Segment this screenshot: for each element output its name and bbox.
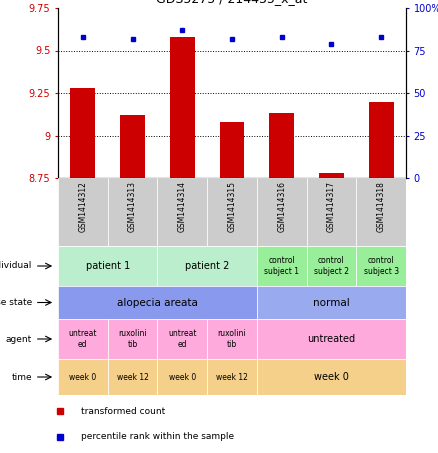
Text: GSM1414312: GSM1414312 [78, 181, 87, 232]
Text: ruxolini
tib: ruxolini tib [118, 329, 147, 349]
Text: untreat
ed: untreat ed [69, 329, 97, 349]
Bar [257, 286, 406, 319]
Text: untreated: untreated [307, 334, 356, 344]
Bar [207, 178, 257, 246]
Bar [108, 359, 157, 395]
Bar [356, 246, 406, 286]
Text: alopecia areata: alopecia areata [117, 298, 198, 308]
Bar [157, 359, 207, 395]
Bar [257, 319, 406, 359]
Bar [319, 173, 344, 178]
Bar [257, 246, 307, 286]
Text: ruxolini
tib: ruxolini tib [218, 329, 246, 349]
Text: untreat
ed: untreat ed [168, 329, 197, 349]
Bar [58, 178, 108, 246]
Bar [58, 246, 157, 286]
Text: week 12: week 12 [216, 372, 248, 381]
Text: control
subject 1: control subject 1 [264, 256, 299, 276]
Title: GDS5275 / 214435_x_at: GDS5275 / 214435_x_at [156, 0, 307, 5]
Bar [157, 246, 257, 286]
Bar [219, 122, 244, 178]
Text: GSM1414315: GSM1414315 [227, 181, 237, 232]
Text: GSM1414314: GSM1414314 [178, 181, 187, 232]
Text: percentile rank within the sample: percentile rank within the sample [81, 432, 234, 441]
Bar [170, 37, 195, 178]
Bar [207, 359, 257, 395]
Text: week 0: week 0 [169, 372, 196, 381]
Text: week 12: week 12 [117, 372, 148, 381]
Text: disease state: disease state [0, 298, 32, 307]
Bar [157, 319, 207, 359]
Bar [71, 88, 95, 178]
Text: individual: individual [0, 261, 32, 270]
Bar [58, 286, 257, 319]
Text: normal: normal [313, 298, 350, 308]
Text: week 0: week 0 [314, 372, 349, 382]
Text: GSM1414313: GSM1414313 [128, 181, 137, 232]
Text: patient 1: patient 1 [85, 261, 130, 271]
Text: patient 2: patient 2 [185, 261, 230, 271]
Bar [108, 178, 157, 246]
Bar [108, 319, 157, 359]
Bar [257, 359, 406, 395]
Bar [307, 178, 356, 246]
Bar [369, 101, 394, 178]
Text: week 0: week 0 [69, 372, 96, 381]
Bar [58, 359, 108, 395]
Text: GSM1414316: GSM1414316 [277, 181, 286, 232]
Bar [269, 113, 294, 178]
Bar [120, 115, 145, 178]
Text: time: time [11, 372, 32, 381]
Bar [307, 246, 356, 286]
Text: GSM1414317: GSM1414317 [327, 181, 336, 232]
Text: GSM1414318: GSM1414318 [377, 181, 385, 232]
Text: control
subject 3: control subject 3 [364, 256, 399, 276]
Bar [157, 178, 207, 246]
Bar [207, 319, 257, 359]
Bar [58, 319, 108, 359]
Text: control
subject 2: control subject 2 [314, 256, 349, 276]
Text: agent: agent [6, 334, 32, 343]
Text: transformed count: transformed count [81, 407, 166, 416]
Bar [356, 178, 406, 246]
Bar [257, 178, 307, 246]
